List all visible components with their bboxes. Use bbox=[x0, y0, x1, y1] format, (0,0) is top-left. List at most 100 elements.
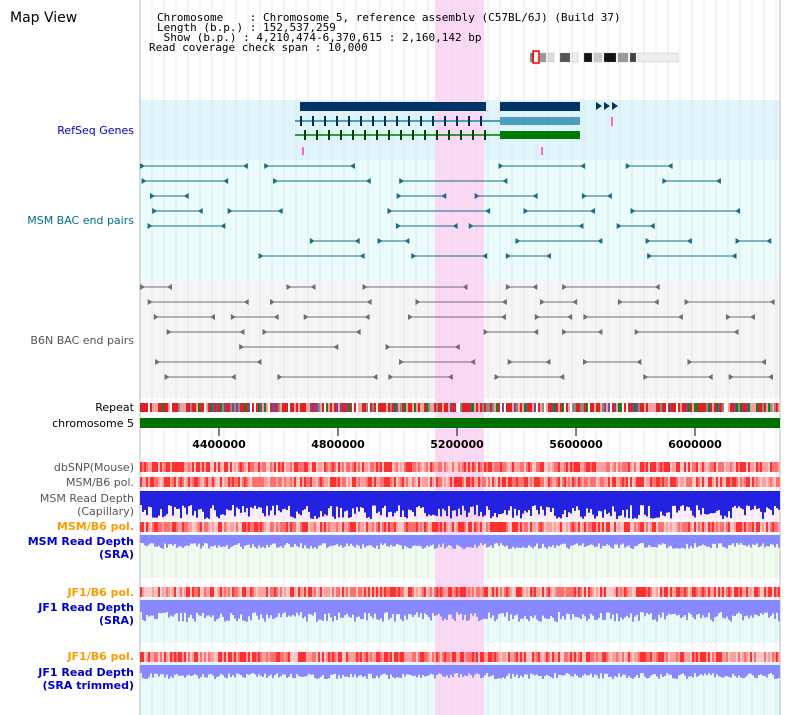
msm-depth-sra-bar bbox=[158, 535, 160, 546]
jf1-b6-pol-strip-2 bbox=[636, 652, 638, 662]
repeat-segment bbox=[760, 403, 762, 412]
repeat-segment bbox=[558, 403, 560, 412]
jf1-depth-sra-bar bbox=[446, 600, 448, 620]
repeat-segment bbox=[518, 403, 520, 412]
msm-b6-pol-strip bbox=[416, 477, 418, 487]
repeat-segment bbox=[370, 403, 372, 412]
jf1-b6-pol-strip bbox=[334, 587, 336, 597]
msm-b6-pol-strip bbox=[422, 477, 424, 487]
repeat-segment bbox=[762, 403, 764, 412]
jf1-depth-trim-bar bbox=[350, 665, 352, 674]
msm-depth-sra-bar bbox=[198, 535, 200, 544]
jf1-depth-sra-bar bbox=[764, 600, 766, 613]
jf1-b6-pol-strip-2 bbox=[510, 652, 512, 662]
jf1-b6-pol-strip bbox=[448, 587, 450, 597]
track-label-b6n-bac[interactable]: B6N BAC end pairs bbox=[30, 334, 134, 347]
repeat-segment bbox=[276, 403, 278, 412]
jf1-depth-sra-bar bbox=[176, 600, 178, 614]
msm-b6-pol-strip bbox=[344, 477, 346, 487]
jf1-b6-pol-strip bbox=[618, 587, 620, 597]
repeat-segment bbox=[392, 403, 394, 412]
msm-depth-capillary-bar bbox=[480, 491, 482, 512]
msm-depth-capillary-bar bbox=[180, 491, 182, 519]
jf1-b6-pol-strip bbox=[398, 587, 400, 597]
track-label-msm-depth-capillary-1[interactable]: MSM Read Depth bbox=[39, 492, 134, 505]
jf1-b6-pol-strip bbox=[602, 587, 604, 597]
msm-depth-capillary-bar bbox=[444, 491, 446, 511]
msm-b6-pol-strip bbox=[642, 477, 644, 487]
dbsnp-strip bbox=[172, 462, 174, 472]
jf1-b6-pol-strip bbox=[548, 587, 550, 597]
msm-depth-sra-bar bbox=[714, 535, 716, 544]
msm-depth-capillary-bar bbox=[188, 491, 190, 507]
msm-b6-pol-strip bbox=[558, 477, 560, 487]
msm-b6-pol-strip-2 bbox=[568, 522, 570, 532]
msm-depth-sra-bar bbox=[222, 535, 224, 547]
msm-depth-sra-bar bbox=[390, 535, 392, 545]
msm-depth-sra-bar bbox=[654, 535, 656, 547]
msm-depth-sra-bar bbox=[458, 535, 460, 546]
jf1-b6-pol-strip-2 bbox=[422, 652, 424, 662]
track-label-jf1-depth-sra-2[interactable]: (SRA) bbox=[99, 614, 134, 627]
repeat-segment bbox=[380, 403, 382, 412]
dbsnp-strip bbox=[606, 462, 608, 472]
jf1-b6-pol-strip-2 bbox=[588, 652, 590, 662]
jf1-depth-sra-bar bbox=[540, 600, 542, 622]
msm-b6-pol-strip-2 bbox=[670, 522, 672, 532]
msm-b6-pol-strip-2 bbox=[474, 522, 476, 532]
msm-b6-pol-strip bbox=[630, 477, 632, 487]
jf1-depth-trim-bar bbox=[292, 665, 294, 678]
jf1-b6-pol-strip-2 bbox=[216, 652, 218, 662]
jf1-b6-pol-strip bbox=[166, 587, 168, 597]
msm-depth-sra-bar bbox=[560, 535, 562, 545]
jf1-b6-pol-strip-2 bbox=[534, 652, 536, 662]
msm-b6-pol-strip bbox=[186, 477, 188, 487]
track-label-msm-b6-pol[interactable]: MSM/B6 pol. bbox=[66, 476, 134, 489]
jf1-depth-sra-bar bbox=[300, 600, 302, 613]
track-label-jf1-depth-trim-2[interactable]: (SRA trimmed) bbox=[42, 679, 134, 692]
msm-b6-pol-strip bbox=[504, 477, 506, 487]
jf1-b6-pol-strip-2 bbox=[724, 652, 726, 662]
msm-depth-sra-bar bbox=[760, 535, 762, 547]
track-label-dbsnp[interactable]: dbSNP(Mouse) bbox=[53, 461, 134, 474]
jf1-depth-trim-bar bbox=[580, 665, 582, 678]
msm-depth-sra-bar bbox=[440, 535, 442, 548]
jf1-b6-pol-strip bbox=[718, 587, 720, 597]
dbsnp-strip bbox=[636, 462, 638, 472]
info-show: Show (b.p.) : 4,210,474-6,370,615 : 2,16… bbox=[157, 31, 482, 44]
msm-depth-capillary-bar bbox=[156, 491, 158, 518]
msm-bac-pair-end bbox=[502, 178, 508, 184]
dbsnp-strip bbox=[572, 462, 574, 472]
track-label-refseq[interactable]: RefSeq Genes bbox=[57, 124, 134, 137]
track-label-jf1-depth-trim-1[interactable]: JF1 Read Depth bbox=[38, 666, 134, 679]
repeat-segment bbox=[280, 403, 282, 412]
msm-b6-pol-strip-2 bbox=[190, 522, 192, 532]
b6n-bac-pair-end bbox=[415, 299, 421, 305]
jf1-b6-pol-strip bbox=[672, 587, 674, 597]
track-label-msm-depth-sra-1[interactable]: MSM Read Depth bbox=[27, 535, 134, 548]
track-label-jf1-b6-pol-2[interactable]: JF1/B6 pol. bbox=[67, 650, 134, 663]
track-label-jf1-b6-pol[interactable]: JF1/B6 pol. bbox=[67, 586, 134, 599]
track-label-msm-b6-pol-2[interactable]: MSM/B6 pol. bbox=[56, 520, 134, 533]
jf1-depth-trim-bar bbox=[192, 665, 194, 676]
dbsnp-strip bbox=[560, 462, 562, 472]
msm-depth-sra-bar bbox=[658, 535, 660, 545]
jf1-b6-pol-strip bbox=[532, 587, 534, 597]
jf1-depth-sra-bar bbox=[452, 600, 454, 619]
jf1-b6-pol-strip bbox=[630, 587, 632, 597]
track-label-jf1-depth-sra-1[interactable]: JF1 Read Depth bbox=[38, 601, 134, 614]
jf1-depth-trim-bar bbox=[438, 665, 440, 674]
msm-depth-sra-bar bbox=[480, 535, 482, 544]
msm-b6-pol-strip-2 bbox=[500, 522, 502, 532]
track-label-msm-depth-capillary-2[interactable]: (Capillary) bbox=[77, 505, 134, 518]
track-label-msm-bac[interactable]: MSM BAC end pairs bbox=[27, 214, 134, 227]
msm-b6-pol-strip-2 bbox=[396, 522, 398, 532]
msm-depth-capillary-bar bbox=[316, 491, 318, 519]
track-label-msm-depth-sra-2[interactable]: (SRA) bbox=[99, 548, 134, 561]
msm-depth-capillary-bar bbox=[656, 491, 658, 518]
msm-b6-pol-strip bbox=[446, 477, 448, 487]
jf1-depth-sra-bar bbox=[222, 600, 224, 617]
repeat-segment bbox=[510, 403, 512, 412]
jf1-depth-trim-bar bbox=[618, 665, 620, 674]
